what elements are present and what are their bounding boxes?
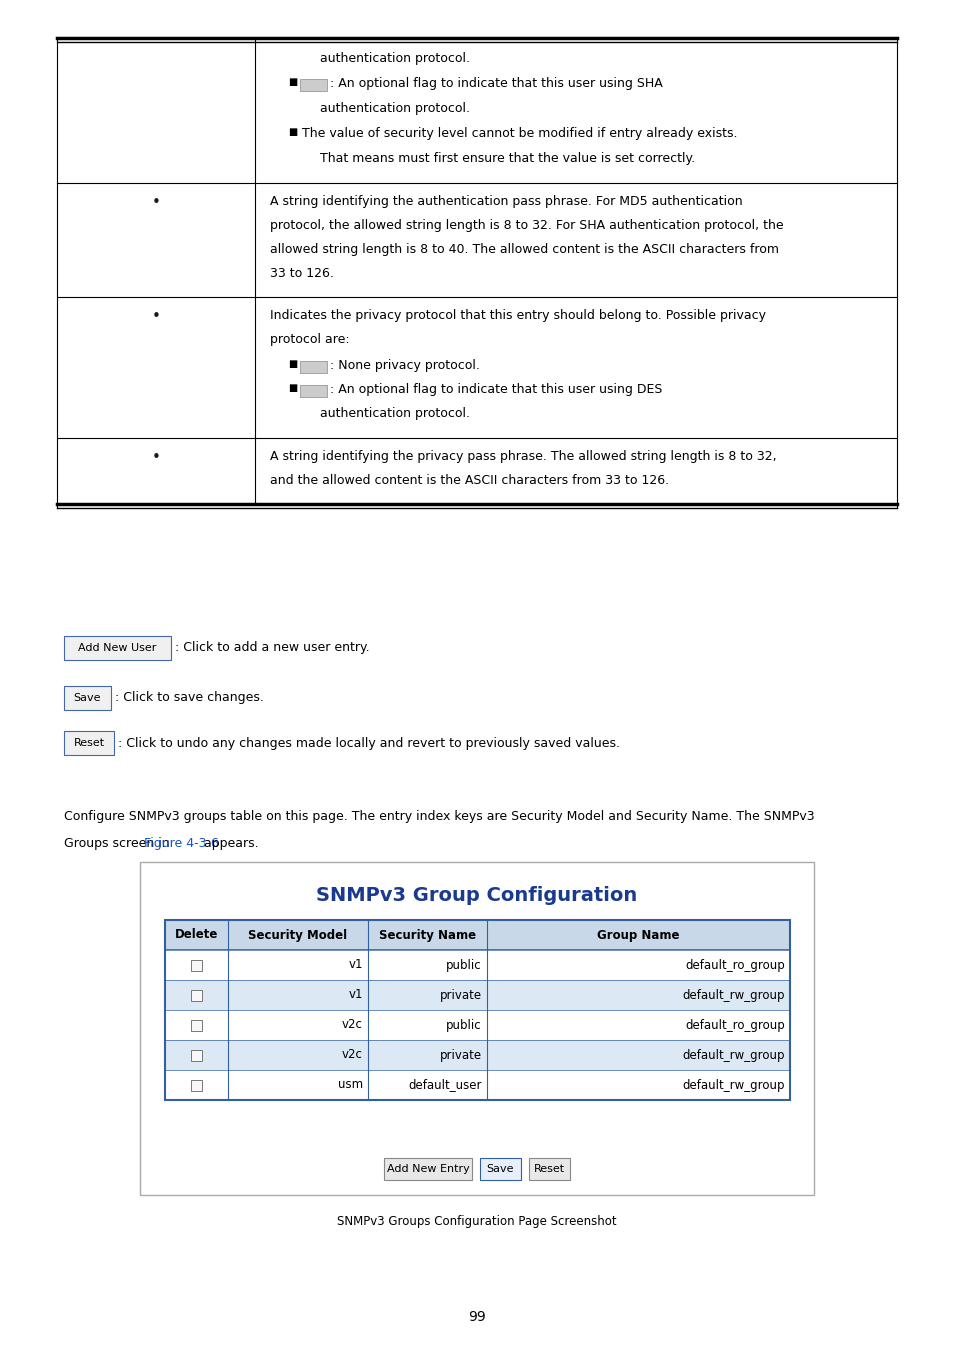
Text: Group Name: Group Name [597,929,679,941]
Text: : Click to save changes.: : Click to save changes. [115,691,264,705]
Text: •: • [152,309,160,324]
Bar [165,919,789,950]
Text: Configure SNMPv3 groups table on this page. The entry index keys are Security Mo: Configure SNMPv3 groups table on this pa… [64,810,814,824]
Bar [165,950,789,980]
Text: Reset: Reset [534,1164,564,1174]
Text: ■: ■ [288,359,297,369]
Text: ■: ■ [288,127,297,136]
Text: : An optional flag to indicate that this user using DES: : An optional flag to indicate that this… [330,383,661,396]
Text: Reset: Reset [73,738,105,748]
Text: public: public [446,1018,481,1031]
Text: default_ro_group: default_ro_group [684,1018,784,1031]
Text: authentication protocol.: authentication protocol. [319,103,470,115]
Text: Add New User: Add New User [78,643,156,653]
Text: ■: ■ [288,77,297,86]
Bar [64,636,171,660]
Text: : Click to undo any changes made locally and revert to previously saved values.: : Click to undo any changes made locally… [118,737,619,749]
Text: v1: v1 [348,988,363,1002]
Text: allowed string length is 8 to 40. The allowed content is the ASCII characters fr: allowed string length is 8 to 40. The al… [270,243,779,256]
Bar [165,1040,789,1071]
Bar [299,80,327,90]
Bar [299,385,327,397]
Text: A string identifying the privacy pass phrase. The allowed string length is 8 to : A string identifying the privacy pass ph… [270,450,776,463]
Bar [191,960,202,971]
Text: private: private [439,988,481,1002]
Text: : Click to add a new user entry.: : Click to add a new user entry. [174,641,369,655]
Text: Indicates the privacy protocol that this entry should belong to. Possible privac: Indicates the privacy protocol that this… [270,309,765,323]
Text: and the allowed content is the ASCII characters from 33 to 126.: and the allowed content is the ASCII cha… [270,474,668,487]
Text: usm: usm [337,1079,363,1092]
Bar [165,919,789,1100]
Bar [165,980,789,1010]
Text: Save: Save [486,1164,514,1174]
Text: Delete: Delete [174,929,218,941]
Text: A string identifying the authentication pass phrase. For MD5 authentication: A string identifying the authentication … [270,194,741,208]
Text: v2c: v2c [342,1018,363,1031]
Text: : An optional flag to indicate that this user using SHA: : An optional flag to indicate that this… [330,77,662,90]
Text: default_rw_group: default_rw_group [681,988,784,1002]
Bar [140,863,813,1195]
Bar [529,1158,569,1180]
Text: Security Model: Security Model [248,929,347,941]
Text: protocol are:: protocol are: [270,333,349,346]
Text: appears.: appears. [199,837,258,850]
Bar [191,1080,202,1091]
Text: The value of security level cannot be modified if entry already exists.: The value of security level cannot be mo… [302,127,737,140]
Text: ■: ■ [288,383,297,393]
Bar [64,730,113,755]
Bar [165,1010,789,1040]
Bar [384,1158,472,1180]
Text: default_rw_group: default_rw_group [681,1079,784,1092]
Text: Groups screen in: Groups screen in [64,837,173,850]
Text: public: public [446,958,481,972]
Text: default_ro_group: default_ro_group [684,958,784,972]
Text: v2c: v2c [342,1049,363,1061]
Text: authentication protocol.: authentication protocol. [319,406,470,420]
Text: SNMPv3 Group Configuration: SNMPv3 Group Configuration [316,886,637,904]
Bar [165,1071,789,1100]
Text: Save: Save [73,693,101,703]
Text: 33 to 126.: 33 to 126. [270,267,334,279]
Text: SNMPv3 Groups Configuration Page Screenshot: SNMPv3 Groups Configuration Page Screens… [336,1215,617,1228]
Text: Figure 4-3-6: Figure 4-3-6 [143,837,218,850]
Text: private: private [439,1049,481,1061]
Text: Security Name: Security Name [378,929,476,941]
Text: •: • [152,450,160,464]
Text: •: • [152,194,160,211]
Text: authentication protocol.: authentication protocol. [319,53,470,65]
Bar [191,1049,202,1061]
Text: v1: v1 [348,958,363,972]
Bar [299,360,327,373]
Text: That means must first ensure that the value is set correctly.: That means must first ensure that the va… [319,153,695,165]
Text: 99: 99 [468,1310,485,1324]
Text: protocol, the allowed string length is 8 to 32. For SHA authentication protocol,: protocol, the allowed string length is 8… [270,219,782,232]
Text: Add New Entry: Add New Entry [386,1164,469,1174]
Text: default_rw_group: default_rw_group [681,1049,784,1061]
Bar [479,1158,520,1180]
Bar [64,686,111,710]
Text: : None privacy protocol.: : None privacy protocol. [330,359,479,373]
Bar [191,1019,202,1030]
Bar [191,990,202,1000]
Text: default_user: default_user [408,1079,481,1092]
Bar [165,919,789,950]
